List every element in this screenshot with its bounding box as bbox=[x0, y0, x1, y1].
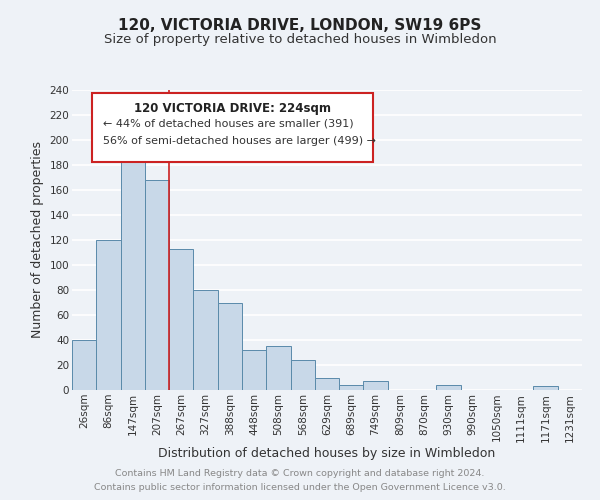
Bar bbox=[169, 248, 193, 390]
Bar bbox=[436, 385, 461, 390]
Bar bbox=[339, 385, 364, 390]
Text: ← 44% of detached houses are smaller (391): ← 44% of detached houses are smaller (39… bbox=[103, 118, 353, 128]
Text: Contains public sector information licensed under the Open Government Licence v3: Contains public sector information licen… bbox=[94, 484, 506, 492]
Bar bbox=[242, 350, 266, 390]
Bar bbox=[364, 381, 388, 390]
Text: Contains HM Land Registry data © Crown copyright and database right 2024.: Contains HM Land Registry data © Crown c… bbox=[115, 468, 485, 477]
FancyBboxPatch shape bbox=[92, 93, 373, 162]
Text: 120 VICTORIA DRIVE: 224sqm: 120 VICTORIA DRIVE: 224sqm bbox=[134, 102, 331, 115]
Bar bbox=[193, 290, 218, 390]
Bar bbox=[533, 386, 558, 390]
Bar bbox=[290, 360, 315, 390]
Bar bbox=[218, 302, 242, 390]
Bar bbox=[96, 240, 121, 390]
Bar bbox=[121, 159, 145, 390]
Text: 120, VICTORIA DRIVE, LONDON, SW19 6PS: 120, VICTORIA DRIVE, LONDON, SW19 6PS bbox=[118, 18, 482, 32]
Bar bbox=[266, 346, 290, 390]
Y-axis label: Number of detached properties: Number of detached properties bbox=[31, 142, 44, 338]
X-axis label: Distribution of detached houses by size in Wimbledon: Distribution of detached houses by size … bbox=[158, 447, 496, 460]
Text: Size of property relative to detached houses in Wimbledon: Size of property relative to detached ho… bbox=[104, 32, 496, 46]
Bar bbox=[315, 378, 339, 390]
Text: 56% of semi-detached houses are larger (499) →: 56% of semi-detached houses are larger (… bbox=[103, 136, 376, 146]
Bar bbox=[145, 180, 169, 390]
Bar bbox=[72, 340, 96, 390]
